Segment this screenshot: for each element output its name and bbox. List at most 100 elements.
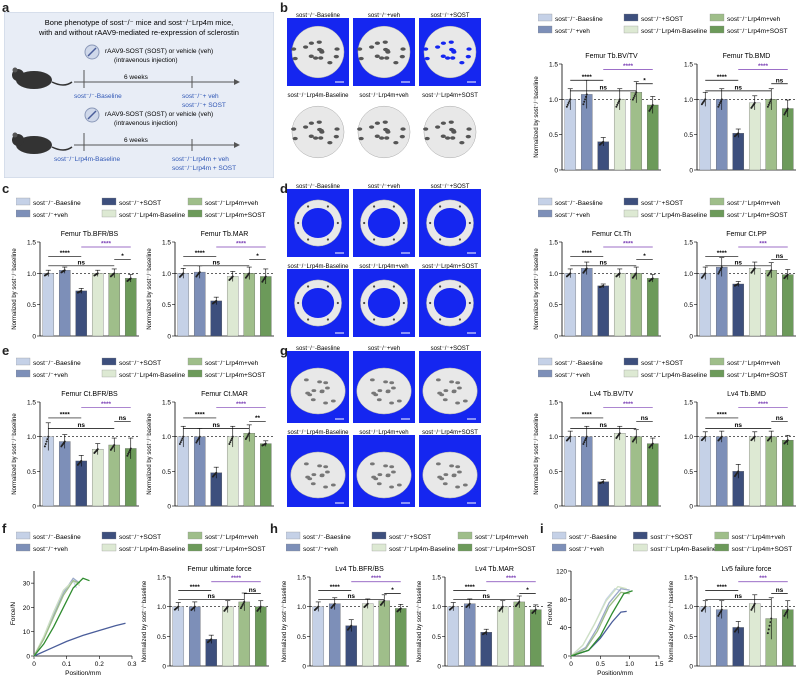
- y-tick-label: 1.5: [684, 240, 693, 247]
- significance-label: ****: [623, 63, 634, 70]
- chart-femur-ct-th: Femur Ct.Th 0 0.5 1.0 1.5 Normalized by sost⁻…: [534, 231, 661, 341]
- data-point: [584, 98, 587, 101]
- y-tick-label: 1.0: [157, 604, 166, 611]
- data-point: [737, 470, 740, 473]
- y-tick-label: 0.5: [157, 634, 166, 641]
- bone-pore: [466, 47, 472, 51]
- significance-label: ****: [758, 401, 769, 408]
- data-point: [783, 113, 786, 116]
- bar: [765, 270, 778, 337]
- significance-label: ****: [717, 74, 728, 81]
- ct-label: sost⁻/⁻-Baesline: [296, 346, 341, 352]
- bone-pore: [319, 390, 325, 394]
- marrow-cavity: [367, 288, 401, 318]
- legend-label: sost⁻/⁻Lrp4m+SOST: [205, 212, 266, 219]
- bone-shape: [291, 25, 345, 79]
- series-line: [570, 610, 627, 657]
- data-point: [717, 105, 720, 108]
- legend-swatch: [623, 13, 639, 22]
- data-point: [585, 267, 588, 270]
- data-point: [181, 437, 184, 440]
- data-point: [635, 272, 638, 275]
- row2-veh: sost⁻/⁻Lrp4m + veh: [172, 156, 229, 163]
- ct-label: sost⁻/⁻+veh: [368, 184, 400, 190]
- bone-pore: [317, 464, 322, 468]
- data-point: [585, 435, 588, 438]
- bar: [226, 276, 239, 337]
- y-axis-label: Normalized by sost⁻/⁻baseline: [534, 413, 540, 495]
- data-point: [784, 111, 787, 114]
- y-axis-label: Normalized by sost⁻/⁻baseline: [12, 248, 18, 330]
- row1-veh: sost⁻/⁻+ veh: [182, 93, 219, 100]
- y-tick-label: 1.5: [549, 240, 558, 247]
- data-point: [786, 107, 789, 110]
- ct-label: sost⁻/⁻Lrp4m+veh: [359, 93, 408, 99]
- bar: [613, 273, 626, 337]
- legend-swatch: [187, 543, 203, 552]
- legend-swatch: [709, 25, 725, 34]
- y-axis-label: Normalized by sost⁻/⁻baseline: [669, 580, 675, 662]
- bone-pore: [385, 390, 391, 394]
- bar: [328, 603, 341, 667]
- ct-label: sost⁻/⁻+SOST: [431, 184, 470, 190]
- data-point: [182, 272, 185, 275]
- bar: [580, 268, 593, 337]
- data-point: [719, 611, 722, 614]
- chart-title: Lv4 Tb.BFR/BS: [335, 566, 384, 573]
- bone-pore: [468, 221, 471, 225]
- chart-title: Femur Ct.BFR/BS: [61, 391, 118, 398]
- significance-label: ns: [599, 259, 607, 266]
- bar: [496, 606, 509, 667]
- data-point: [633, 94, 636, 97]
- legend-swatch: [538, 13, 553, 22]
- data-point: [704, 272, 707, 275]
- bone-pore: [313, 136, 319, 140]
- data-point: [770, 269, 773, 272]
- chart-title: Femur Ct.PP: [726, 231, 767, 238]
- bone-pore: [376, 482, 382, 486]
- data-point: [195, 441, 198, 444]
- y-tick-label: 0: [554, 334, 558, 341]
- data-point: [651, 103, 654, 106]
- significance-label: ****: [60, 250, 71, 257]
- bar: [172, 606, 185, 667]
- bone-pore: [438, 205, 442, 208]
- y-tick-label: 0: [689, 334, 693, 341]
- data-point: [718, 613, 721, 616]
- ct-label: sost⁻/⁻Lrp4m+veh: [359, 430, 408, 436]
- data-point: [767, 103, 770, 106]
- y-tick-label: 0: [554, 168, 558, 175]
- panel-a-title-line2: with and without rAAV9-mediated re-expre…: [38, 28, 239, 37]
- data-point: [210, 638, 213, 641]
- data-point: [719, 610, 722, 613]
- bone-pore: [443, 389, 449, 393]
- data-point: [719, 269, 722, 272]
- legend-label: sost⁻/⁻Lrp4m+SOST: [205, 372, 266, 379]
- bar: [243, 273, 256, 337]
- data-point: [240, 605, 243, 608]
- significance-label: ns: [599, 422, 607, 429]
- bone-pore: [423, 127, 429, 131]
- legend-swatch: [457, 543, 473, 552]
- legend-label: sost⁻/⁻+veh: [33, 212, 68, 219]
- significance-label: ns: [776, 587, 784, 594]
- significance-label: ****: [195, 411, 206, 418]
- legend-swatch: [16, 209, 31, 218]
- row1-injection-2: (intravenous injection): [114, 57, 178, 64]
- data-point: [230, 439, 233, 442]
- legend-swatch: [538, 197, 553, 206]
- bone-pore: [429, 221, 432, 225]
- data-point: [196, 440, 199, 443]
- significance-label: ****: [623, 401, 634, 408]
- bar: [58, 270, 71, 337]
- data-point: [770, 98, 773, 101]
- chart-title: Femur Ct.Th: [592, 231, 631, 238]
- y-tick-label: 0.5: [549, 132, 558, 139]
- bar: [529, 609, 542, 667]
- legend-swatch: [552, 543, 567, 552]
- ct-label: sost⁻/⁻-Baesline: [296, 184, 341, 190]
- bone-pore: [455, 485, 460, 489]
- bar: [378, 600, 391, 667]
- bone-pore: [336, 301, 339, 305]
- bone-pore: [326, 318, 330, 321]
